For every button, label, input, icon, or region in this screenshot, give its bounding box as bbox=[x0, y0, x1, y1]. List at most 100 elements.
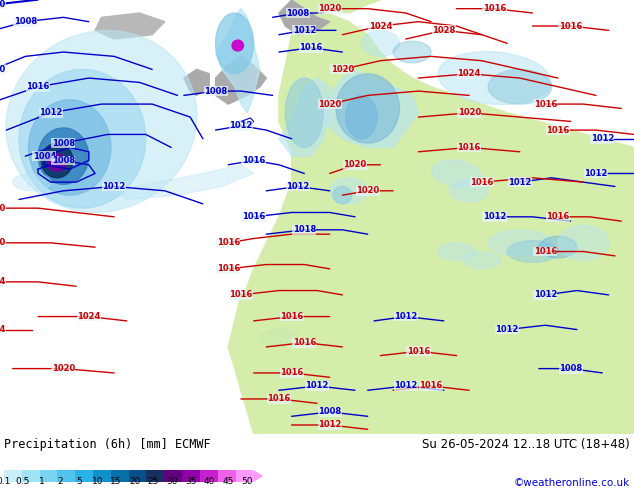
Text: 1016: 1016 bbox=[534, 99, 557, 109]
Text: 1016: 1016 bbox=[547, 212, 569, 221]
Text: 1016: 1016 bbox=[458, 143, 481, 152]
FancyArrow shape bbox=[254, 470, 263, 482]
Bar bbox=[129, 470, 146, 482]
Text: 25: 25 bbox=[148, 477, 159, 486]
Ellipse shape bbox=[437, 243, 476, 260]
Text: 1012: 1012 bbox=[103, 182, 126, 191]
Bar bbox=[146, 470, 164, 482]
Text: 50: 50 bbox=[241, 477, 252, 486]
Text: 1016: 1016 bbox=[268, 394, 290, 403]
Bar bbox=[164, 470, 182, 482]
Text: 1012: 1012 bbox=[534, 291, 557, 299]
Polygon shape bbox=[114, 165, 254, 199]
Text: 1016: 1016 bbox=[280, 368, 303, 377]
Ellipse shape bbox=[333, 187, 352, 204]
Text: Su 26-05-2024 12..18 UTC (18+48): Su 26-05-2024 12..18 UTC (18+48) bbox=[422, 438, 630, 451]
Text: 1020: 1020 bbox=[344, 160, 366, 169]
Bar bbox=[217, 470, 235, 482]
Text: 1008: 1008 bbox=[287, 8, 309, 18]
Text: 1016: 1016 bbox=[470, 178, 493, 187]
Text: 1008: 1008 bbox=[318, 408, 341, 416]
Bar bbox=[235, 470, 254, 482]
Text: 1012: 1012 bbox=[508, 178, 531, 187]
Bar bbox=[39, 470, 58, 482]
Text: 1016: 1016 bbox=[280, 312, 303, 321]
Polygon shape bbox=[228, 0, 634, 434]
Text: 1012: 1012 bbox=[483, 212, 506, 221]
Text: 0.1: 0.1 bbox=[0, 477, 11, 486]
Bar bbox=[75, 470, 93, 482]
Text: 1020: 1020 bbox=[0, 0, 5, 9]
Text: 1012: 1012 bbox=[585, 169, 607, 178]
Text: 1016: 1016 bbox=[547, 125, 569, 135]
Ellipse shape bbox=[488, 230, 552, 256]
Text: 1020: 1020 bbox=[331, 65, 354, 74]
Polygon shape bbox=[95, 13, 165, 39]
Text: 1012: 1012 bbox=[287, 182, 309, 191]
Text: 0.5: 0.5 bbox=[15, 477, 30, 486]
Text: 1008: 1008 bbox=[14, 17, 37, 26]
Text: 1020: 1020 bbox=[0, 204, 5, 213]
Text: 1028: 1028 bbox=[432, 26, 455, 35]
Polygon shape bbox=[279, 0, 330, 35]
Text: 15: 15 bbox=[110, 477, 122, 486]
Text: 1016: 1016 bbox=[407, 347, 430, 356]
Text: 1020: 1020 bbox=[52, 364, 75, 373]
Ellipse shape bbox=[48, 154, 67, 172]
Ellipse shape bbox=[216, 13, 254, 74]
Ellipse shape bbox=[488, 70, 552, 104]
Text: 1004: 1004 bbox=[33, 151, 56, 161]
Ellipse shape bbox=[463, 251, 501, 269]
Bar bbox=[93, 470, 111, 482]
Ellipse shape bbox=[507, 241, 558, 262]
Text: 1012: 1012 bbox=[306, 381, 328, 391]
Text: 1024: 1024 bbox=[0, 277, 5, 286]
Ellipse shape bbox=[13, 173, 51, 191]
Text: 30: 30 bbox=[166, 477, 178, 486]
Text: 1020: 1020 bbox=[458, 108, 481, 117]
Text: ©weatheronline.co.uk: ©weatheronline.co.uk bbox=[514, 478, 630, 488]
Bar bbox=[4, 470, 22, 482]
Text: 1008: 1008 bbox=[559, 364, 582, 373]
Ellipse shape bbox=[346, 96, 377, 139]
Text: 1012: 1012 bbox=[394, 312, 417, 321]
Text: 1024: 1024 bbox=[458, 69, 481, 78]
Text: 1012: 1012 bbox=[39, 108, 62, 117]
Ellipse shape bbox=[232, 40, 243, 51]
Ellipse shape bbox=[393, 41, 431, 63]
Bar bbox=[22, 470, 39, 482]
Ellipse shape bbox=[558, 225, 609, 260]
Text: 1024: 1024 bbox=[77, 312, 100, 321]
Text: 1012: 1012 bbox=[318, 420, 341, 429]
Ellipse shape bbox=[38, 128, 89, 184]
Text: Precipitation (6h) [mm] ECMWF: Precipitation (6h) [mm] ECMWF bbox=[4, 438, 210, 451]
Text: 2: 2 bbox=[57, 477, 63, 486]
Text: 1016: 1016 bbox=[217, 265, 240, 273]
Text: 1012: 1012 bbox=[394, 381, 417, 391]
Text: 1012: 1012 bbox=[591, 134, 614, 143]
Text: 1020: 1020 bbox=[356, 186, 379, 196]
Text: 1012: 1012 bbox=[496, 325, 519, 334]
Polygon shape bbox=[216, 9, 260, 113]
Text: 1020: 1020 bbox=[0, 65, 5, 74]
Ellipse shape bbox=[539, 236, 577, 258]
Polygon shape bbox=[279, 78, 330, 156]
Ellipse shape bbox=[361, 30, 399, 56]
Bar bbox=[111, 470, 129, 482]
Text: 1016: 1016 bbox=[293, 338, 316, 347]
Text: 40: 40 bbox=[204, 477, 215, 486]
Text: 1020: 1020 bbox=[318, 99, 341, 109]
Text: 1016: 1016 bbox=[27, 82, 49, 91]
Polygon shape bbox=[228, 295, 349, 399]
Text: 1008: 1008 bbox=[52, 156, 75, 165]
Text: 10: 10 bbox=[92, 477, 103, 486]
Text: 1008: 1008 bbox=[52, 139, 75, 147]
Text: 1016: 1016 bbox=[242, 156, 265, 165]
Polygon shape bbox=[216, 56, 266, 104]
Polygon shape bbox=[323, 70, 418, 147]
Text: 1016: 1016 bbox=[483, 4, 506, 13]
Bar bbox=[58, 470, 75, 482]
Text: 1016: 1016 bbox=[230, 291, 252, 299]
Text: 1012: 1012 bbox=[293, 26, 316, 35]
Ellipse shape bbox=[450, 180, 488, 202]
